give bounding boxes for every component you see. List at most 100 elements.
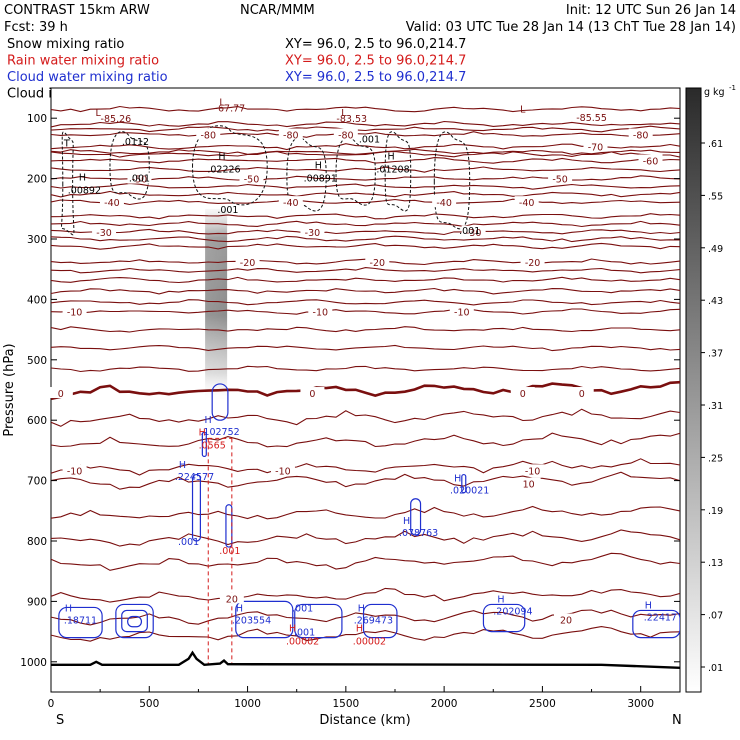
rain-label: .00002 [353,637,386,648]
cloud-water-max-marker: H [204,415,211,426]
isotherm-label: -40 [436,198,452,209]
cloud-water-label: .224577 [175,472,214,483]
isotherm-label: -80 [633,131,649,142]
ice-label: .001 [217,205,238,216]
isotherm-line [51,505,680,520]
isotherm-label: -40 [283,198,299,209]
isotherm-line [51,157,680,164]
cloud-water-label: .001 [294,628,315,639]
isotherm-line [51,276,680,284]
ice-contour [61,131,75,236]
isotherm-label-bg [196,128,221,140]
x-tick-label: 2500 [529,698,556,710]
x-tick-label: 1000 [234,698,261,710]
cloud-water-contours [58,383,680,639]
y-tick-label: 300 [27,234,47,246]
extremum-label: -67.77 [215,103,246,114]
isotherm-label: -30 [466,228,482,239]
isotherm-label-bg [62,305,87,317]
isotherm-line [51,529,680,547]
isotherm-line [51,587,680,603]
isotherm-label-bg [333,128,358,140]
cloud-water-label: .102752 [200,427,239,438]
isotherm-label: -50 [244,175,260,186]
cloud-water-max-marker: H [179,460,186,471]
legend-field-name: Rain water mixing ratio [7,54,159,69]
colorbar-level: .31 [708,401,723,412]
legend-field-xy: XY= 96.0, 2.5 to 96.0,214.7 [285,37,466,52]
isotherm-line [51,213,680,220]
isotherm-label: -20 [525,258,541,269]
x-tick-label: 0 [48,698,55,710]
cloud-water-contour [121,609,148,633]
isotherm-line [51,228,680,236]
rain-max-marker: H [199,427,206,438]
extremum-label: L [520,105,526,116]
north-label: N [672,713,682,728]
isotherm-label-bg [62,464,87,476]
isotherm-line [51,131,680,138]
isotherm-line [51,190,680,198]
colorbar-level: .25 [708,453,723,464]
isotherm-label-bg [638,154,663,166]
isotherm-label: -10 [313,307,329,318]
isotherm-line [51,432,680,448]
cloud-water-max-marker: H [65,604,72,615]
isotherm-label-bg [99,196,124,208]
x-axis-label: Distance (km) [319,713,410,728]
ice-contour [192,125,268,206]
colorbar-level: .49 [708,244,723,255]
model-title: CONTRAST 15km ARW [4,3,150,18]
cloud-water-contour [410,498,422,536]
isotherm-label: -40 [519,198,535,209]
cloud-water-contour [362,603,398,639]
isotherm-label: -30 [305,228,321,239]
isotherm-line [51,287,680,295]
ice-label: .00891 [304,173,337,184]
extremum-label: L [219,97,225,108]
isotherm-label-bg [219,592,244,604]
isotherm-label-bg [300,225,325,237]
rain-label: .00002 [286,637,319,648]
isotherm-line [51,408,680,427]
isotherm-line [51,105,680,113]
temperature-isotherms [51,105,680,642]
isotherm-label-bg [278,196,303,208]
rain-label: .001 [219,546,240,557]
y-axis-label: Pressure (hPa) [2,343,17,436]
isotherm-label: -80 [283,131,299,142]
isotherm-label: 20 [560,616,572,627]
cloud-water-contour [235,600,294,639]
y-tick-label: 400 [27,294,47,306]
forecast-hour: Fcst: 39 h [4,20,68,35]
rain-max-marker: H [356,624,363,635]
isotherm-line [51,242,680,250]
ice-label: .01208 [376,164,409,175]
isotherm-label: -10 [525,466,541,477]
y-tick-label: 600 [27,415,47,427]
isotherm-label: -30 [96,228,112,239]
rain-water-contours [207,437,233,665]
cloud-water-label: .18711 [64,616,97,627]
legend-field-name: Snow mixing ratio [7,37,124,52]
y-tick-label: 1000 [20,657,47,669]
isotherm-label-bg [48,387,73,399]
x-tick-label: 1500 [332,698,359,710]
cloud-water-label: .202094 [493,606,532,617]
cloud-water-max-marker: H [403,516,410,527]
isotherm-line [51,175,680,183]
isotherm-line [51,125,680,133]
ice-max-marker: H [79,172,86,183]
ice-max-marker: H [218,151,225,162]
y-tick-label: 500 [27,355,47,367]
isotherm-line [51,299,680,306]
rain-max-marker: H [289,624,296,635]
isotherm-label-bg [514,196,539,208]
isotherm-label-bg [235,255,260,267]
isotherm-label: 0 [520,389,526,400]
isotherm-line [51,344,680,352]
cloud-water-contour [632,609,680,639]
ice-max-marker: H [315,160,322,171]
isotherm-line [51,267,680,274]
ice-contour [384,131,412,212]
